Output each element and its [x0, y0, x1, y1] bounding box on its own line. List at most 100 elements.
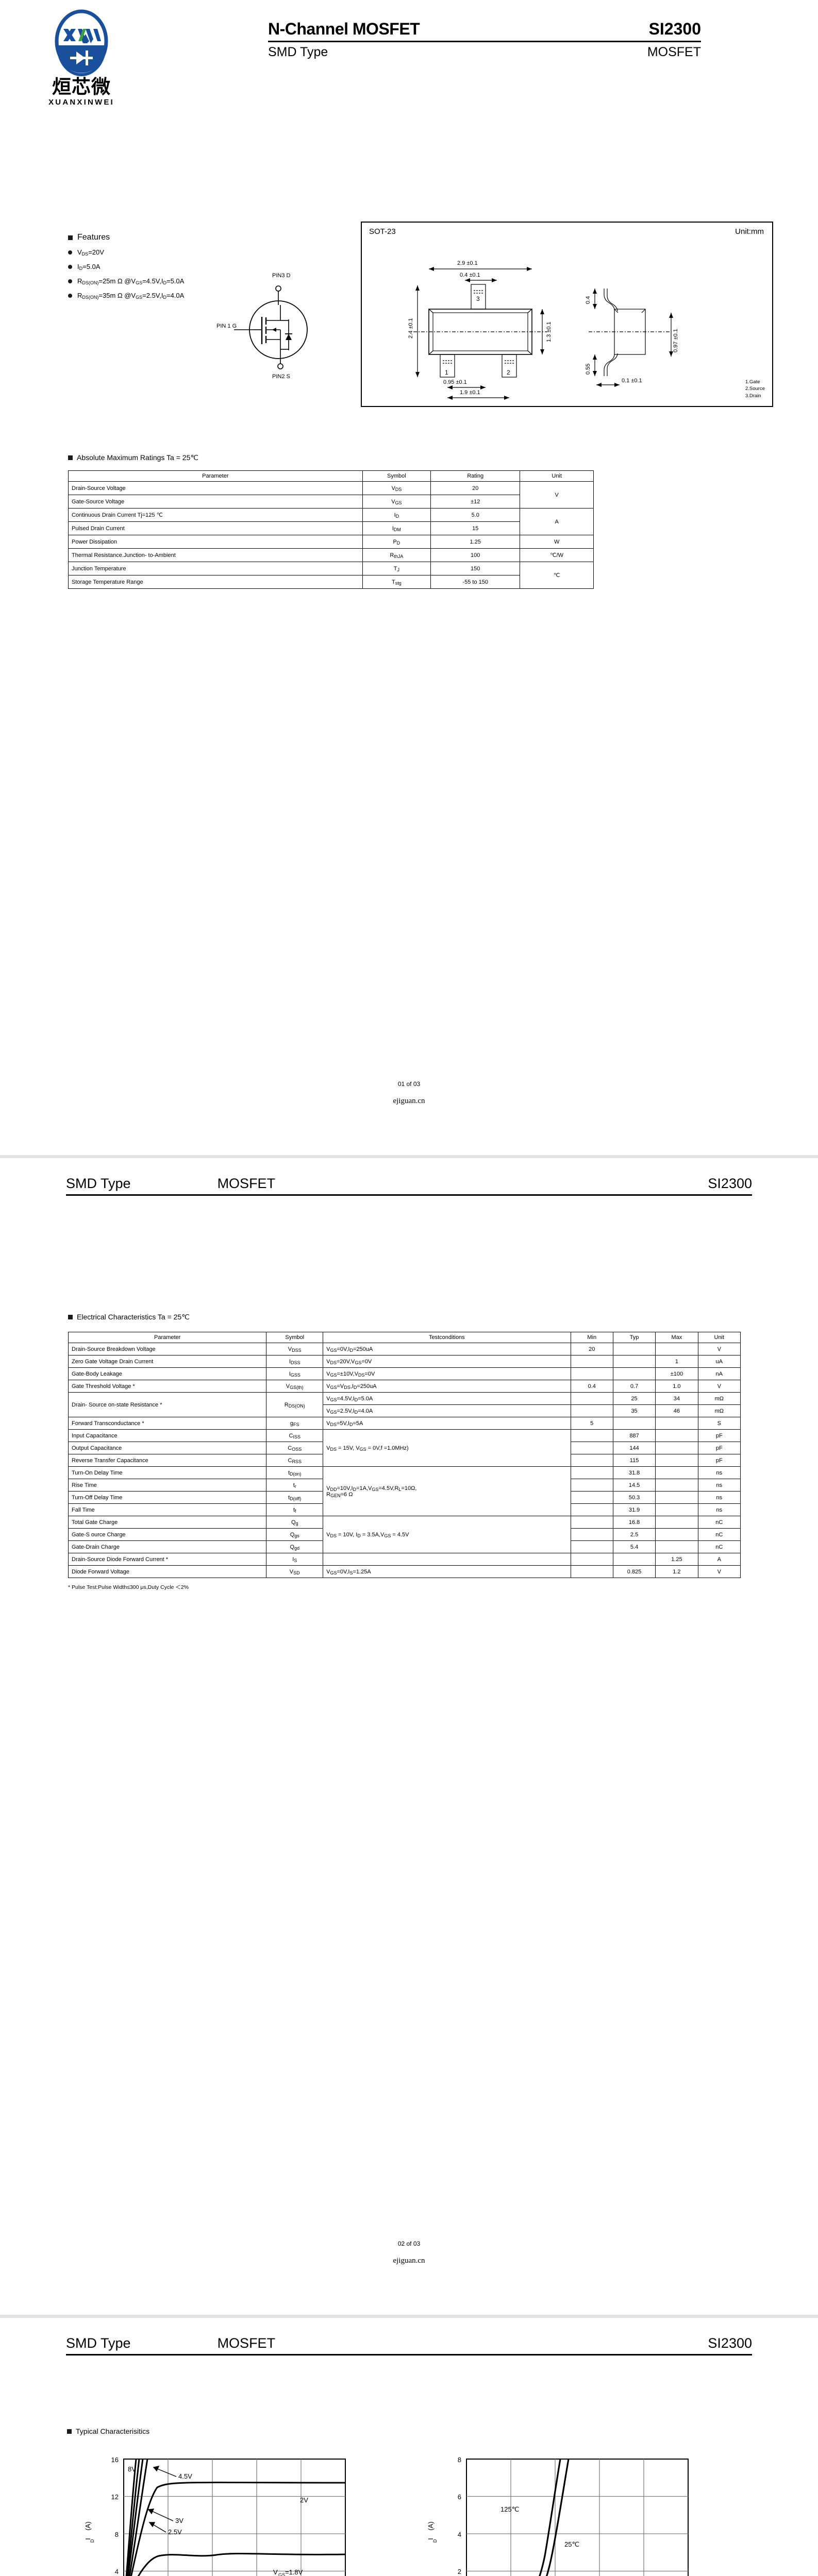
header-subtitle: SMD Type	[66, 1176, 131, 1191]
cell-parameter: Gate-Source Voltage	[68, 495, 363, 509]
cell-condition: VDS = 10V, ID = 3.5A,VGS = 4.5V	[323, 1516, 571, 1553]
cell-parameter: Pulsed Drain Current	[68, 521, 363, 535]
cell-parameter: Gate-Body Leakage	[68, 1367, 267, 1380]
cell-typ: 5.4	[612, 1540, 656, 1553]
cell-unit: ns	[697, 1479, 741, 1492]
typical-characteristics-section: Typical Characterisitics	[67, 2427, 753, 2576]
page-2: SMD Type MOSFET SI2300 Electrical Charac…	[0, 1158, 818, 2315]
cell-rating: 15	[430, 521, 521, 535]
header-subtitle: SMD Type	[66, 2335, 131, 2351]
pin-legend-item: 3.Drain	[745, 393, 761, 399]
cell-unit: ns	[697, 1503, 741, 1516]
cell-typ	[612, 1355, 656, 1368]
cell-unit: A	[697, 1553, 741, 1566]
website-label: ejiguan.cn	[393, 2257, 425, 2265]
table-row: Rise Time tr 14.5 ns	[68, 1479, 741, 1492]
svg-text:3V: 3V	[175, 2517, 183, 2524]
col-parameter: Parameter	[68, 1332, 267, 1343]
cell-max	[655, 1540, 698, 1553]
cell-parameter: Output Capacitance	[68, 1442, 267, 1454]
svg-text:PIN 1 G: PIN 1 G	[216, 323, 237, 329]
table-row: Pulsed Drain Current IDM 15	[68, 521, 594, 535]
page-title: N-Channel MOSFET	[268, 20, 420, 38]
cell-condition: VGS=±10V,VDS=0V	[323, 1367, 571, 1380]
part-number: SI2300	[648, 20, 701, 38]
cell-max: 1	[655, 1355, 698, 1368]
cell-symbol: Tstg	[362, 575, 431, 589]
table-row: Turn-On Delay Time tD(on) VDD=10V,ID=1A,…	[68, 1466, 741, 1516]
cell-unit: mΩ	[697, 1404, 741, 1417]
table-header-row: Parameter Symbol Rating Unit	[68, 470, 594, 482]
page-footer: 02 of 03 ejiguan.cn	[0, 2240, 818, 2265]
cell-parameter: Drain-Source Diode Forward Current *	[68, 1553, 267, 1566]
part-number: SI2300	[708, 1176, 752, 1191]
cell-parameter: Power Dissipation	[68, 535, 363, 549]
header-center-label: MOSFET	[217, 1176, 276, 1191]
table-row: Drain- Source on-state Resistance * RDS(…	[68, 1392, 741, 1417]
cell-min	[570, 1404, 613, 1417]
svg-text:1.3 ±0.1: 1.3 ±0.1	[546, 321, 552, 342]
cell-unit: nC	[697, 1540, 741, 1553]
cell-parameter: Turn-Off Delay Time	[68, 1491, 267, 1504]
logo-chinese-name: 烜芯微	[52, 76, 111, 98]
cell-symbol: CISS	[266, 1429, 324, 1442]
page-header: SMD Type MOSFET SI2300	[0, 1158, 818, 1196]
cell-symbol: Qgs	[266, 1528, 324, 1541]
cell-typ: 144	[612, 1442, 656, 1454]
cell-typ: 31.8	[612, 1466, 656, 1479]
bullet-dot-icon	[68, 264, 72, 269]
cell-unit: ℃/W	[520, 548, 594, 562]
cell-symbol: PD	[362, 535, 431, 549]
svg-text:2.5V: 2.5V	[168, 2528, 182, 2536]
col-testconditions: Testconditions	[323, 1332, 571, 1343]
svg-text:0.4 ±0.1: 0.4 ±0.1	[460, 272, 480, 278]
cell-max	[655, 1454, 698, 1467]
cell-rating: 20	[430, 481, 521, 495]
cell-symbol: VDSS	[266, 1343, 324, 1355]
pin-legend-item: 2.Source	[745, 386, 765, 392]
table-row: Thermal Resistance.Junction- to-Ambient …	[68, 548, 594, 562]
chart-fig1: 8V 4.5V 3V 2.5V 2V V GS =1.8V	[67, 2449, 410, 2576]
svg-text:GS: GS	[278, 2572, 285, 2576]
svg-text:2: 2	[507, 369, 510, 376]
page-number: 02 of 03	[397, 2240, 421, 2247]
chart-fig2: 125℃ 25℃ 8 6 4 2 0 0 0.5	[410, 2449, 753, 2576]
cell-parameter: Turn-On Delay Time	[68, 1466, 267, 1479]
bullet-square-icon	[68, 1315, 73, 1319]
part-number: SI2300	[708, 2335, 752, 2351]
cell-symbol: VDS	[362, 481, 431, 495]
cell-rating: ±12	[430, 495, 521, 509]
cell-max	[655, 1442, 698, 1454]
website-label: ejiguan.cn	[393, 1097, 425, 1105]
col-unit: Unit	[520, 470, 594, 482]
cell-typ: 115	[612, 1454, 656, 1467]
cell-parameter: Forward Transconductance *	[68, 1417, 267, 1430]
cell-symbol: VGS	[362, 495, 431, 509]
cell-condition: VGS=0V,IS=1.25A	[323, 1565, 571, 1578]
cell-symbol: gFS	[266, 1417, 324, 1430]
svg-text:8: 8	[458, 2456, 461, 2464]
cell-unit: pF	[697, 1442, 741, 1454]
svg-text:4: 4	[115, 2568, 119, 2575]
cell-min	[570, 1355, 613, 1368]
table-footnote: * Pulse Test:Pulse Width≤300 μs,Duty Cyc…	[68, 1584, 189, 1590]
cell-symbol: IS	[266, 1553, 324, 1566]
table-row: Junction Temperature TJ 150 ℃	[68, 562, 594, 589]
cell-typ	[612, 1417, 656, 1430]
svg-text:3: 3	[476, 295, 480, 302]
table-row: Total Gate Charge Qg VDS = 10V, ID = 3.5…	[68, 1516, 741, 1553]
package-unit-label: Unit:mm	[735, 227, 764, 236]
table-row: Power Dissipation PD 1.25 W	[68, 535, 594, 549]
svg-text:2: 2	[458, 2568, 461, 2575]
feature-text: ID=5.0A	[77, 263, 101, 271]
cell-symbol: IDSS	[266, 1355, 324, 1368]
logo-mark-icon	[53, 9, 110, 76]
cell-max: 34	[655, 1392, 698, 1405]
cell-max: 46	[655, 1404, 698, 1417]
table-header-row: Parameter Symbol Testconditions Min Typ …	[68, 1332, 741, 1343]
cell-symbol: ID	[362, 508, 431, 522]
cell-min	[570, 1565, 613, 1578]
page-footer: 01 of 03 ejiguan.cn	[0, 1080, 818, 1106]
feature-item: VDS=20V	[68, 248, 184, 257]
table-row: Continuous Drain Current Tj=125 ℃ ID 5.0…	[68, 508, 594, 535]
